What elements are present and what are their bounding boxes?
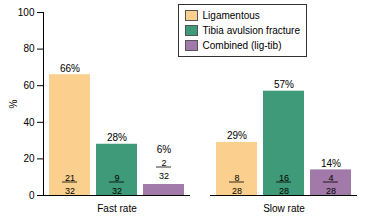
svg-text:32: 32 <box>112 186 122 196</box>
svg-text:8: 8 <box>234 173 239 183</box>
svg-text:6%: 6% <box>157 144 172 155</box>
svg-text:28: 28 <box>326 186 336 196</box>
svg-text:21: 21 <box>65 173 75 183</box>
svg-text:57%: 57% <box>274 79 294 90</box>
svg-text:100: 100 <box>18 7 35 18</box>
svg-text:0: 0 <box>29 190 35 201</box>
html-text:Ligamentous: Ligamentous <box>202 10 260 21</box>
svg-text:32: 32 <box>159 171 169 181</box>
html-text:Tibia avulsion fracture: Tibia avulsion fracture <box>202 25 300 36</box>
svg-text:2: 2 <box>161 158 166 168</box>
html-text:Combined (lig-tib): Combined (lig-tib) <box>202 40 282 51</box>
svg-text:%: % <box>8 99 19 108</box>
svg-text:29%: 29% <box>227 130 247 141</box>
svg-text:4: 4 <box>328 173 333 183</box>
svg-text:66%: 66% <box>60 63 80 74</box>
svg-text:28: 28 <box>279 186 289 196</box>
svg-text:32: 32 <box>65 186 75 196</box>
svg-text:16: 16 <box>279 173 289 183</box>
svg-text:80: 80 <box>23 43 35 54</box>
svg-text:28: 28 <box>232 186 242 196</box>
svg-text:20: 20 <box>23 153 35 164</box>
svg-text:9: 9 <box>114 173 119 183</box>
svg-text:Fast rate: Fast rate <box>97 203 137 214</box>
svg-text:14%: 14% <box>321 158 341 169</box>
svg-text:60: 60 <box>23 80 35 91</box>
svg-text:40: 40 <box>23 117 35 128</box>
svg-text:Slow rate: Slow rate <box>263 203 305 214</box>
svg-text:28%: 28% <box>107 132 127 143</box>
